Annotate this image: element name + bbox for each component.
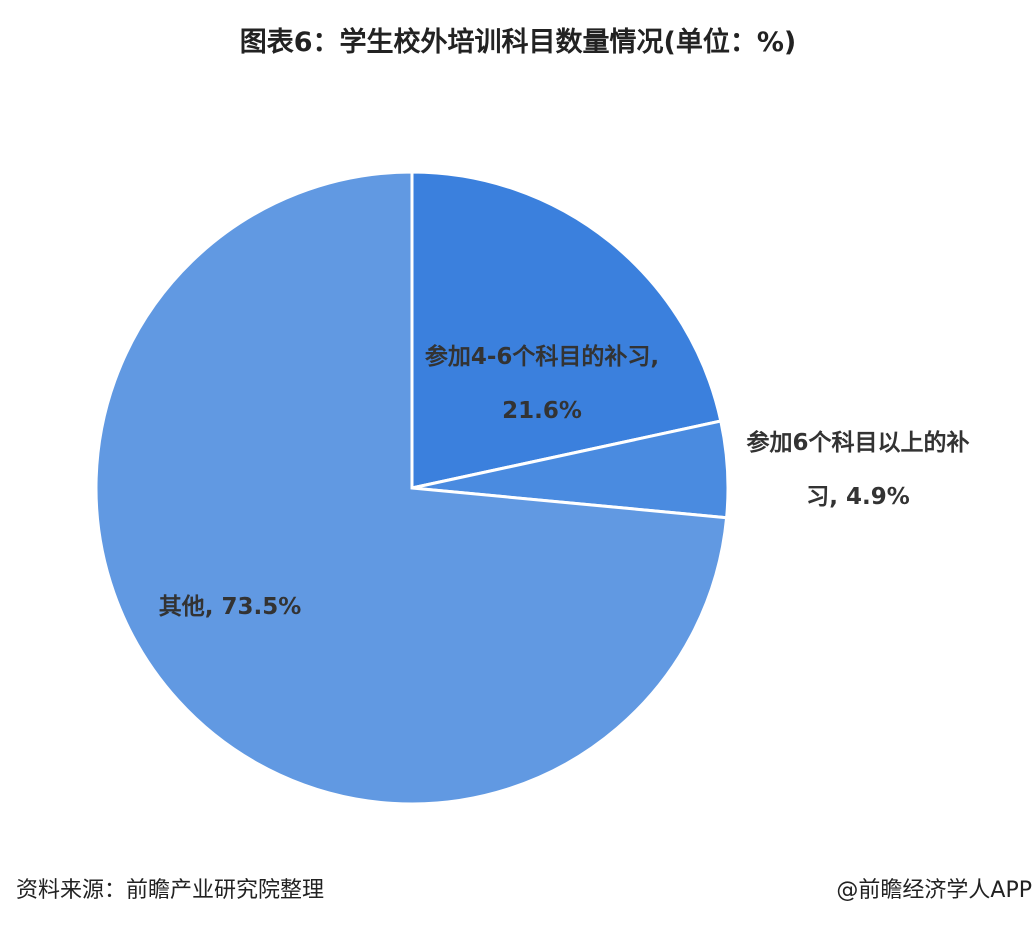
data-label: 其他, 73.5% <box>158 594 302 620</box>
source-note: 资料来源：前瞻产业研究院整理 <box>16 878 325 903</box>
pie-slice <box>94 170 729 806</box>
data-label: 参加4-6个科目的补习, 21.6% <box>424 344 660 424</box>
pie-slice <box>410 170 723 490</box>
data-label: 参加6个科目以上的补习, 4.9% <box>746 430 970 510</box>
chart-title: 图表6：学生校外培训科目数量情况(单位：%) <box>239 27 797 58</box>
credit: @前瞻经济学人APP <box>836 878 1032 903</box>
